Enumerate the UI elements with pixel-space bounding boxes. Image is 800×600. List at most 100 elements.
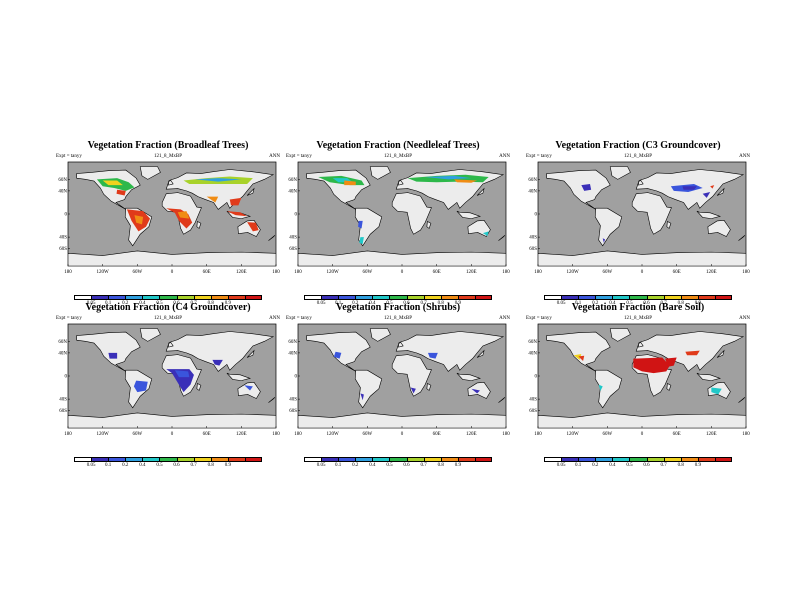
land-japan — [246, 187, 255, 196]
panel-title: Vegetation Fraction (Needleleaf Trees) — [316, 140, 480, 151]
colorbar-segment — [389, 295, 407, 300]
map-panel-c4: Vegetation Fraction (C4 Groundcover) Exp… — [56, 302, 280, 472]
colorbar-segment — [372, 295, 390, 300]
land-southamerica — [354, 369, 383, 409]
y-tick-label: 60S — [59, 247, 67, 252]
land-antarctica — [298, 412, 506, 428]
x-tick-label: 60W — [132, 270, 142, 275]
colorbar-segment — [680, 295, 698, 300]
vegetation-patch — [702, 192, 711, 198]
colorbar-segment — [629, 457, 647, 462]
land-nz — [268, 235, 276, 241]
map-panel-baresoil: Vegetation Fraction (Bare Soil) Expt = t… — [526, 302, 750, 472]
x-tick-label: 180 — [502, 432, 510, 437]
land-antarctica — [538, 250, 746, 266]
colorbar-segment — [714, 295, 732, 300]
colorbar-label: 0.05 — [316, 301, 326, 306]
colorbar-segment — [578, 457, 596, 462]
land-greenland — [609, 328, 631, 342]
colorbar-segment — [193, 457, 211, 462]
land-greenland — [139, 328, 161, 342]
colorbar-label: 0.4 — [609, 301, 616, 306]
colorbar: 0.05 0.1 0.2 0.4 0.5 0.6 0.7 0.8 0.9 — [544, 457, 732, 471]
colorbar-segment — [244, 457, 262, 462]
colorbar-label: 0.6 — [173, 301, 180, 306]
x-tick-label: 0 — [401, 270, 404, 275]
colorbar-label: 0.7 — [660, 463, 667, 468]
land-eurasia — [395, 331, 505, 372]
y-tick-label: 60N — [528, 178, 537, 183]
colorbar-segment — [338, 295, 356, 300]
colorbar-label: 0.2 — [352, 301, 359, 306]
x-tick-label: 120E — [466, 270, 477, 275]
x-tick-label: 0 — [401, 432, 404, 437]
colorbar-segment — [210, 295, 228, 300]
land-northamerica — [306, 331, 371, 372]
expt-label: Expt = tanyy — [56, 154, 82, 159]
colorbar-segment — [646, 457, 664, 462]
y-tick-label: 60N — [58, 178, 67, 183]
land-nz — [498, 235, 506, 241]
colorbar-segment — [423, 295, 441, 300]
vegetation-patch — [134, 215, 144, 225]
x-tick-label: 120W — [567, 270, 580, 275]
colorbar-label: 0.8 — [437, 463, 444, 468]
land-madagascar — [666, 383, 672, 391]
land-japan — [716, 349, 725, 358]
colorbar-label: 0.1 — [575, 463, 582, 468]
land-antarctica — [298, 250, 506, 266]
vegetation-patch — [360, 393, 364, 401]
y-tick-label: 40S — [59, 236, 67, 241]
land-africa — [391, 192, 432, 235]
colorbar-segment — [91, 457, 109, 462]
colorbar-label: 0.5 — [626, 301, 633, 306]
x-tick-label: 120W — [97, 270, 110, 275]
colorbar-segment — [646, 295, 664, 300]
vegetation-patch — [598, 384, 603, 392]
vegetation-patch — [454, 179, 478, 183]
colorbar-label: 0.4 — [609, 463, 616, 468]
expt-label: Expt = tanyy — [286, 316, 312, 321]
vegetation-patch — [333, 351, 342, 359]
colorbar-segment — [457, 295, 475, 300]
colorbar-segment — [423, 457, 441, 462]
x-tick-label: 60W — [602, 432, 612, 437]
map-broadleaf: 180 120W 60W 0 60E 120E 180 60N 40N 0 40S 60S — [58, 161, 280, 275]
colorbar-segment — [457, 457, 475, 462]
vegetation-patch — [177, 211, 190, 219]
land-japan — [476, 349, 485, 358]
colorbar-segment — [176, 295, 194, 300]
x-tick-label: 120E — [236, 432, 247, 437]
vegetation-patch — [358, 220, 363, 229]
land-indonesia — [456, 372, 482, 381]
colorbar-label: 0.8 — [207, 301, 214, 306]
land-indonesia — [696, 210, 722, 219]
colorbar-label: 0.4 — [369, 463, 376, 468]
land-africa — [391, 354, 432, 397]
colorbar-segment — [561, 295, 579, 300]
vegetation-patch — [710, 185, 715, 189]
colorbar-label: 0.05 — [556, 463, 566, 468]
colorbar: 0.05 0.1 0.2 0.4 0.5 0.6 0.7 0.8 0.9 — [304, 295, 492, 309]
x-tick-label: 60E — [673, 270, 681, 275]
land-southamerica — [594, 207, 623, 247]
colorbar: 0.05 0.1 0.2 0.4 0.5 0.6 0.7 0.8 0.9 — [74, 295, 262, 309]
x-tick-label: 60W — [602, 270, 612, 275]
land-australia — [707, 220, 731, 237]
x-tick-label: 180 — [272, 432, 280, 437]
vegetation-patch — [359, 237, 364, 245]
map-baresoil: 180 120W 60W 0 60E 120E 180 60N 40N 0 40S 60S — [528, 323, 750, 437]
y-tick-label: 60S — [59, 409, 67, 414]
colorbar-frame — [304, 457, 492, 462]
x-tick-label: 180 — [64, 432, 72, 437]
colorbar-label: 0.7 — [420, 301, 427, 306]
colorbar-label: 0.6 — [643, 301, 650, 306]
colorbar-label: 0.7 — [190, 301, 197, 306]
season-label: ANN — [499, 316, 510, 321]
season-label: ANN — [739, 316, 750, 321]
map-panel-broadleaf: Vegetation Fraction (Broadleaf Trees) Ex… — [56, 140, 280, 310]
vegetation-patch — [578, 355, 585, 361]
colorbar-segment — [578, 295, 596, 300]
vegetation-patch — [633, 357, 670, 374]
colorbar-frame — [544, 295, 732, 300]
